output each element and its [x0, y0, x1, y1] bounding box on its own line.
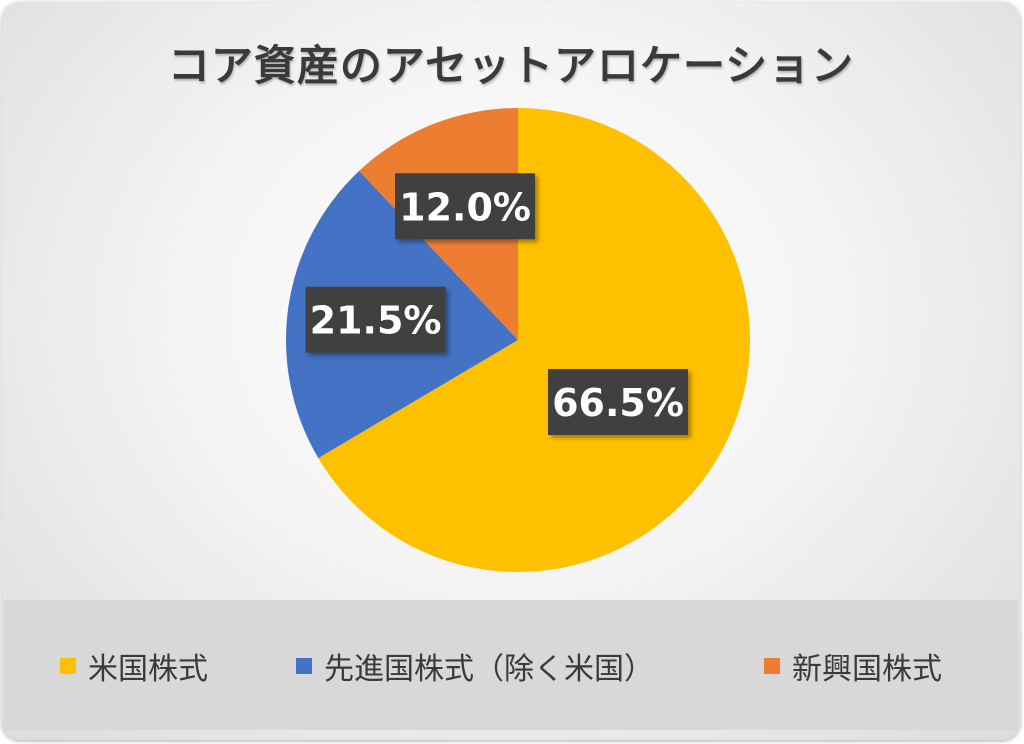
data-label-box-us — [548, 369, 688, 435]
legend-swatch-developed — [296, 658, 312, 674]
data-label-box-emerging — [395, 173, 536, 240]
pie-slice-us — [318, 108, 751, 572]
data-label-emerging: 12.0% — [395, 173, 536, 240]
data-label-text-emerging: 12.0% — [399, 185, 531, 229]
legend-swatch-emerging — [764, 658, 780, 674]
legend-item-emerging: 新興国株式 — [764, 648, 942, 687]
legend-swatch-us — [60, 658, 76, 674]
legend-label-developed: 先進国株式（除く米国） — [324, 652, 654, 687]
legend-label-us: 米国株式 — [88, 652, 208, 687]
data-label-us: 66.5% — [548, 369, 688, 435]
legend-item-developed: 先進国株式（除く米国） — [296, 648, 654, 687]
data-label-text-developed: 21.5% — [310, 299, 442, 343]
data-label-text-us: 66.5% — [552, 381, 684, 425]
legend-label-emerging: 新興国株式 — [792, 652, 942, 687]
chart-title: コア資産のアセットアロケーション — [167, 41, 855, 90]
data-label-developed: 21.5% — [305, 286, 446, 353]
legend: 米国株式 先進国株式（除く米国） 新興国株式 — [4, 600, 1018, 730]
legend-item-us: 米国株式 — [60, 648, 208, 687]
data-label-box-developed — [305, 286, 446, 353]
pie-chart: 66.5% 21.5% 12.0% — [285, 108, 751, 572]
